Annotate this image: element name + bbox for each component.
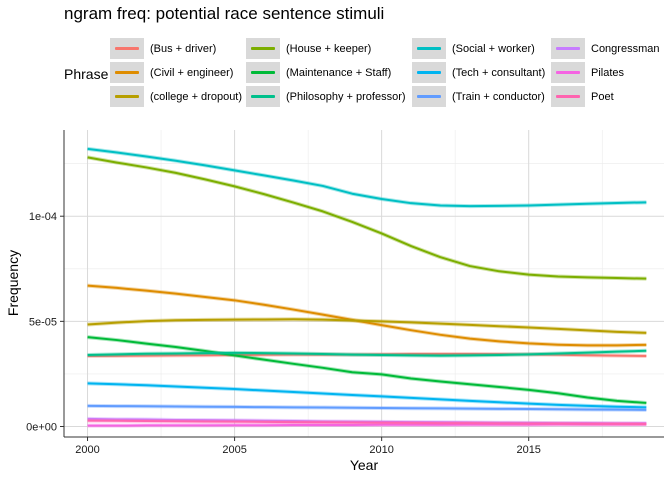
y-axis-label: Frequency <box>5 250 21 316</box>
series-line <box>87 382 647 409</box>
legend-key <box>110 38 144 59</box>
legend-label: (Philosophy + professor) <box>286 90 406 103</box>
legend-item: (Train + conductor) <box>412 86 545 107</box>
x-tick-label: 2000 <box>75 444 99 456</box>
legend-item: (Maintenance + Staff) <box>246 62 391 83</box>
legend-swatch <box>115 71 139 74</box>
chart-title: ngram freq: potential race sentence stim… <box>64 4 385 23</box>
legend-item: (Tech + consultant) <box>412 62 545 83</box>
series-lines <box>87 146 647 428</box>
legend-item: (Social + worker) <box>412 38 535 59</box>
legend-label: (Maintenance + Staff) <box>286 66 392 79</box>
legend-title: Phrase <box>64 66 109 82</box>
y-tick-label: 1e-04 <box>29 211 57 223</box>
grid <box>64 130 664 437</box>
legend-swatch <box>417 71 441 74</box>
series-line <box>87 349 647 357</box>
legend-swatch <box>251 71 275 74</box>
legend-label: (Civil + engineer) <box>150 66 234 79</box>
legend-key <box>110 62 144 83</box>
legend-swatch <box>115 47 139 50</box>
series-line <box>87 419 647 425</box>
legend-label: Poet <box>591 90 614 103</box>
series-band <box>87 283 647 348</box>
x-ticks: 2000 2005 2010 2015 <box>75 437 541 456</box>
x-tick-label: 2010 <box>369 444 393 456</box>
legend-swatch <box>417 47 441 50</box>
legend-label: (Social + worker) <box>452 42 535 55</box>
legend-key <box>412 62 446 83</box>
legend-item: Poet <box>551 86 614 107</box>
x-tick-label: 2015 <box>516 444 540 456</box>
series-line <box>87 147 647 208</box>
legend-key <box>551 62 585 83</box>
legend-swatch <box>115 95 139 98</box>
legend-key <box>110 86 144 107</box>
series-band <box>87 155 647 281</box>
legend-label: Congressman <box>591 42 660 55</box>
legend-swatch <box>556 95 580 98</box>
legend-label: (Bus + driver) <box>150 42 217 55</box>
legend-swatch <box>251 95 275 98</box>
y-tick-label: 5e-05 <box>29 316 57 328</box>
series-line <box>87 156 647 280</box>
legend-key <box>246 62 280 83</box>
legend-label: Pilates <box>591 66 625 79</box>
legend-label: (Tech + consultant) <box>452 66 546 79</box>
legend-key <box>246 86 280 107</box>
series-line <box>87 336 647 404</box>
legend-swatch <box>556 71 580 74</box>
series-line <box>87 318 647 334</box>
legend-key <box>412 86 446 107</box>
y-ticks: 0e+00 5e-05 1e-04 <box>26 211 64 433</box>
legend-label: (Train + conductor) <box>452 90 545 103</box>
legend-label: (House + keeper) <box>286 42 372 55</box>
series-band <box>87 146 647 209</box>
legend-swatch <box>417 95 441 98</box>
legend-item: (Civil + engineer) <box>110 62 233 83</box>
legend-key <box>246 38 280 59</box>
legend-item: (House + keeper) <box>246 38 371 59</box>
legend-item: (Bus + driver) <box>110 38 216 59</box>
legend-swatch <box>251 47 275 50</box>
x-axis-label: Year <box>350 457 379 473</box>
x-tick-label: 2005 <box>222 444 246 456</box>
legend-item: (Philosophy + professor) <box>246 86 406 107</box>
legend-item: Congressman <box>551 38 659 59</box>
legend-item: (college + dropout) <box>110 86 242 107</box>
legend-key <box>412 38 446 59</box>
legend-swatch <box>556 47 580 50</box>
legend-key <box>551 38 585 59</box>
y-tick-label: 0e+00 <box>26 421 57 433</box>
series-line <box>87 284 647 347</box>
legend-label: (college + dropout) <box>150 90 243 103</box>
legend-item: Pilates <box>551 62 624 83</box>
series-line <box>87 404 647 411</box>
legend-key <box>551 86 585 107</box>
